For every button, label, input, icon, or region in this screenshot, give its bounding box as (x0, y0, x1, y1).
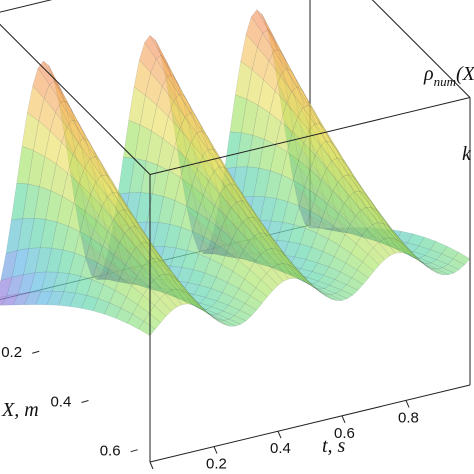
x-tick-label: 0.0 (142, 471, 163, 474)
y-tick (130, 449, 138, 453)
box-edge (371, 0, 471, 98)
axis-ticks: 0.0 0.2 0.4 0.6 0.8 0.2 0.4 0.6 (1, 344, 419, 474)
z-axis-subscript: num (434, 74, 456, 89)
x-axis-title: t, s (322, 435, 346, 457)
y-tick-label: 0.4 (50, 393, 71, 410)
box-edge (149, 97, 471, 175)
surface-mesh (0, 9, 471, 336)
y-axis-title: X, m (1, 399, 39, 421)
x-tick-label: 0.8 (398, 409, 419, 426)
z-axis-k: k (462, 143, 472, 165)
x-tick-label: 0.6 (334, 425, 355, 442)
box-edge (0, 23, 151, 175)
y-tick-label: 0.2 (1, 344, 22, 361)
x-tick (213, 446, 218, 454)
x-tick (405, 400, 410, 408)
z-axis-symbol: ρ (423, 63, 434, 85)
y-tick-label: 0.6 (100, 443, 121, 460)
x-tick (149, 461, 154, 470)
z-axis-title: ρnum(X (423, 63, 474, 89)
box-edge (0, 0, 53, 13)
y-tick (81, 399, 89, 403)
box-front-edges (0, 0, 471, 463)
x-tick (341, 415, 346, 423)
z-axis-rest: (X (456, 63, 474, 85)
box-edge (149, 384, 471, 463)
x-tick-label: 0.2 (206, 456, 227, 473)
x-tick-label: 0.4 (270, 440, 291, 457)
y-tick (32, 350, 40, 354)
x-tick (277, 431, 282, 439)
